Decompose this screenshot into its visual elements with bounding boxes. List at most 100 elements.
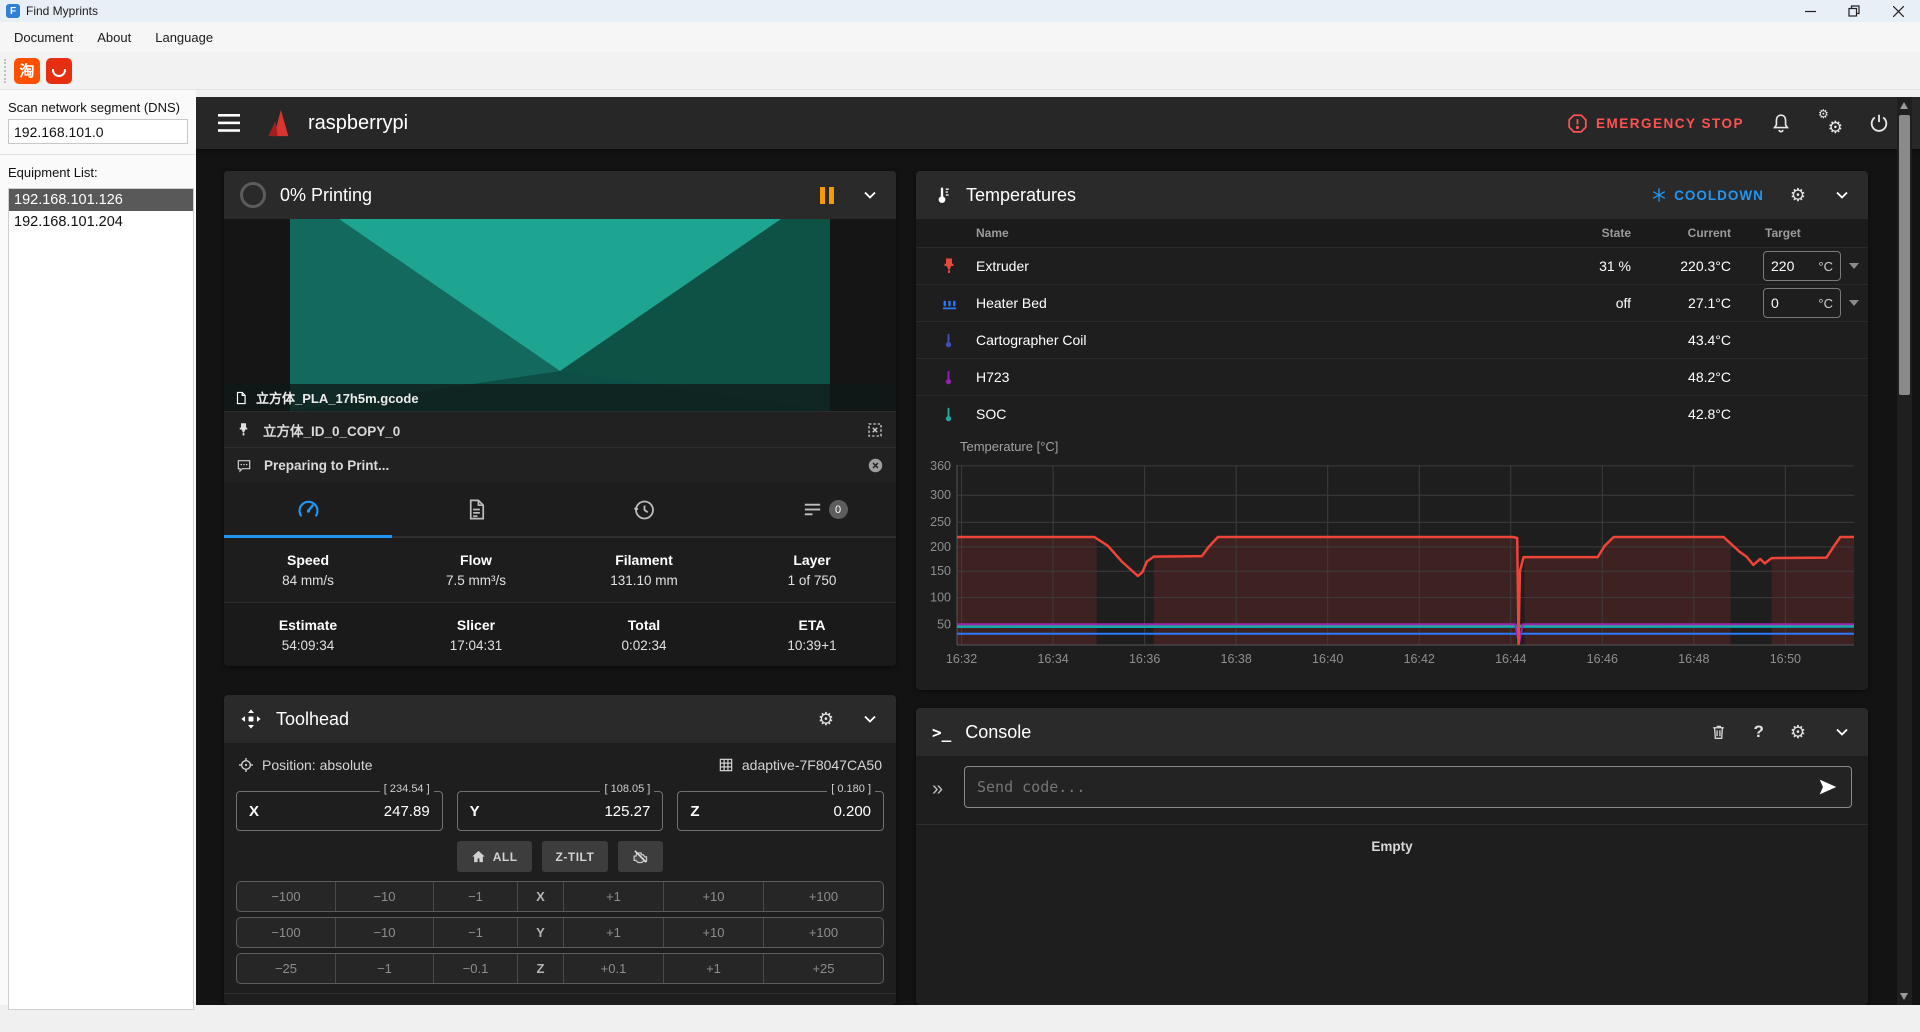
extruder-target-input-box[interactable]: °C xyxy=(1763,251,1841,281)
toolhead-settings-icon[interactable]: ⚙ xyxy=(817,709,834,729)
scan-input[interactable] xyxy=(8,119,188,144)
axis-value: 0.200 xyxy=(833,802,872,820)
jog-button[interactable]: +1 xyxy=(563,918,663,947)
heater-current: 220.3°C xyxy=(1680,258,1731,274)
cooldown-label: COOLDOWN xyxy=(1674,187,1764,203)
thermometer-icon xyxy=(940,369,957,386)
home-all-button[interactable]: ALL xyxy=(456,841,532,872)
scroll-up-arrow-icon[interactable] xyxy=(1900,102,1908,109)
power-icon[interactable] xyxy=(1868,112,1890,134)
taobao-icon[interactable]: 淘 xyxy=(14,57,40,84)
console-icon: >_ xyxy=(932,722,952,742)
jog-button[interactable]: +100 xyxy=(763,918,883,947)
z-tilt-label: Z-TILT xyxy=(555,849,595,864)
menu-document[interactable]: Document xyxy=(14,29,74,45)
console-panel: >_ Console ? ⚙ » Empty xyxy=(916,708,1868,1005)
page-scrollbar[interactable] xyxy=(1897,97,1912,1005)
dismiss-message-icon[interactable] xyxy=(867,457,884,474)
console-input-box[interactable] xyxy=(964,766,1852,808)
menu-about[interactable]: About xyxy=(97,29,132,45)
sidebar-divider xyxy=(0,154,196,155)
notifications-bell-icon[interactable] xyxy=(1770,112,1792,134)
cooldown-button[interactable]: COOLDOWN xyxy=(1651,187,1764,203)
tab-history[interactable] xyxy=(560,483,728,536)
jog-button[interactable]: −1 xyxy=(335,954,433,983)
axis-x-field[interactable]: X 247.89 [ 234.54 ] xyxy=(236,783,443,831)
printer-hostname: raspberrypi xyxy=(308,111,409,134)
jog-button[interactable]: −100 xyxy=(271,889,301,904)
axis-position-fields: X 247.89 [ 234.54 ] Y 125.27 [ 108.05 ] … xyxy=(236,783,885,831)
minimize-button[interactable] xyxy=(1788,0,1832,22)
menu-language[interactable]: Language xyxy=(155,29,214,45)
jog-button[interactable]: +100 xyxy=(763,882,883,911)
jog-button[interactable]: +1 xyxy=(663,954,763,983)
jog-button[interactable]: +10 xyxy=(663,882,763,911)
bed-target-input-box[interactable]: °C xyxy=(1763,288,1841,318)
jog-button[interactable]: −1 xyxy=(433,882,517,911)
mesh-profile-name: adaptive-7F8047CA50 xyxy=(741,757,882,773)
tab-file-info[interactable] xyxy=(392,483,560,536)
send-icon[interactable] xyxy=(1817,776,1839,798)
device-item[interactable]: 192.168.101.204 xyxy=(14,214,123,230)
jog-button[interactable]: −0.1 xyxy=(433,954,517,983)
print-message: Preparing to Print... xyxy=(264,458,390,473)
target-dropdown-caret[interactable] xyxy=(1849,300,1859,306)
temp-row-soc: SOC 42.8°C xyxy=(916,395,1868,432)
jog-button[interactable]: +0.1 xyxy=(563,954,663,983)
scrollbar-thumb[interactable] xyxy=(1899,115,1910,395)
console-settings-icon[interactable]: ⚙ xyxy=(1789,722,1806,742)
jog-button[interactable]: −25 xyxy=(274,961,298,976)
thermometer-icon xyxy=(940,332,957,349)
pause-button[interactable] xyxy=(820,186,834,204)
jog-button[interactable]: +25 xyxy=(763,954,883,983)
nozzle-icon xyxy=(239,423,248,436)
sensor-name: Cartographer Coil xyxy=(976,332,1087,348)
aliexpress-icon[interactable] xyxy=(46,57,72,84)
motors-off-button[interactable] xyxy=(618,841,664,872)
sensor-name: H723 xyxy=(976,369,1010,385)
jog-button[interactable]: −10 xyxy=(335,882,433,911)
extruder-target-input[interactable] xyxy=(1771,258,1811,274)
scroll-down-arrow-icon[interactable] xyxy=(1900,993,1908,1000)
snowflake-icon xyxy=(1652,188,1666,202)
console-empty-text: Empty xyxy=(1371,839,1413,854)
collapse-chevron-icon[interactable] xyxy=(1832,722,1852,742)
axis-y-field[interactable]: Y 125.27 [ 108.05 ] xyxy=(456,783,664,831)
toolbar-grip xyxy=(4,58,8,83)
axis-z-field[interactable]: Z 0.200 [ 0.180 ] xyxy=(677,783,885,831)
z-tilt-button[interactable]: Z-TILT xyxy=(541,841,609,872)
collapse-chevron-icon[interactable] xyxy=(860,185,880,205)
chart-title: Temperature [°C] xyxy=(960,439,1059,454)
axis-letter: Y xyxy=(469,802,480,820)
hamburger-menu-icon[interactable] xyxy=(218,114,240,132)
services-gear-icon[interactable]: ⚙ ⚙ xyxy=(1818,107,1843,137)
temperatures-settings-icon[interactable]: ⚙ xyxy=(1789,185,1806,205)
jog-button[interactable]: +1 xyxy=(563,882,663,911)
heater-current: 27.1°C xyxy=(1688,295,1731,311)
motors-off-icon xyxy=(633,850,648,864)
jog-button[interactable]: +10 xyxy=(663,918,763,947)
window-titlebar: F Find Myprints xyxy=(0,0,1920,22)
collapse-chevron-icon[interactable] xyxy=(860,709,880,729)
close-button[interactable] xyxy=(1876,0,1920,22)
jog-row-z: −25 −1 −0.1 Z +0.1 +1 +25 xyxy=(236,953,884,984)
console-input[interactable] xyxy=(977,778,1817,796)
bed-target-input[interactable] xyxy=(1771,295,1811,311)
sensor-current: 42.8°C xyxy=(1688,406,1731,422)
jog-button[interactable]: −100 xyxy=(271,925,301,940)
device-item[interactable]: 192.168.101.126 xyxy=(9,189,193,211)
tab-jobqueue[interactable]: 0 xyxy=(728,483,896,536)
jog-button[interactable]: −10 xyxy=(335,918,433,947)
jog-button[interactable]: −1 xyxy=(433,918,517,947)
collapse-chevron-icon[interactable] xyxy=(1832,185,1852,205)
tab-speed[interactable] xyxy=(224,483,392,538)
stat-value: 54:09:34 xyxy=(281,637,335,653)
toolhead-panel: Toolhead ⚙ Position: absolute adaptive-7… xyxy=(224,695,896,1005)
exclude-object-icon[interactable] xyxy=(866,421,884,439)
trash-icon[interactable] xyxy=(1710,723,1727,741)
svg-text:200: 200 xyxy=(930,540,951,554)
emergency-stop-button[interactable]: EMERGENCY STOP xyxy=(1567,113,1744,134)
restore-button[interactable] xyxy=(1832,0,1876,22)
help-icon[interactable]: ? xyxy=(1753,722,1764,741)
target-dropdown-caret[interactable] xyxy=(1849,263,1859,269)
